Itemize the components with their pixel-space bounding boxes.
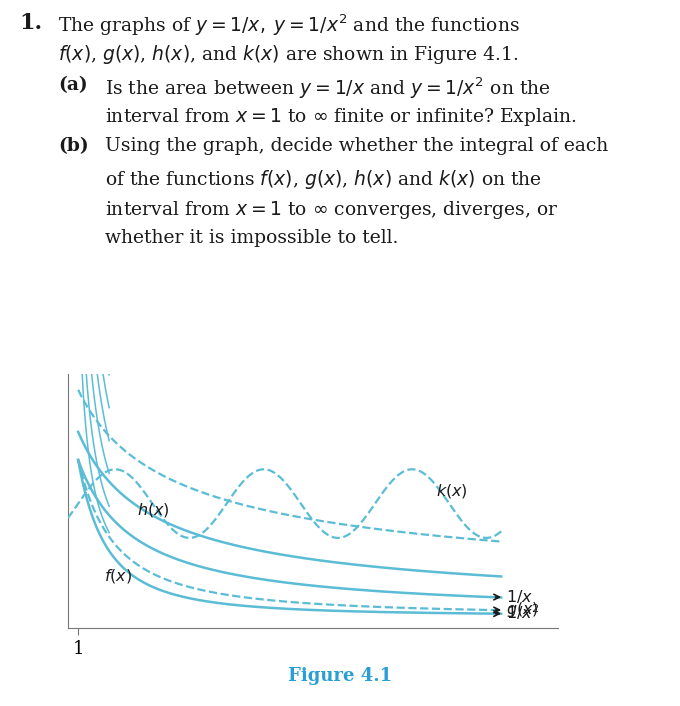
Text: $f(x)$, $g(x)$, $h(x)$, and $k(x)$ are shown in Figure 4.1.: $f(x)$, $g(x)$, $h(x)$, and $k(x)$ are s…: [58, 43, 518, 66]
Text: interval from $x = 1$ to $\infty$ converges, diverges, or: interval from $x = 1$ to $\infty$ conver…: [105, 198, 559, 220]
Text: The graphs of $y = 1/x,\; y = 1/x^2$ and the functions: The graphs of $y = 1/x,\; y = 1/x^2$ and…: [58, 12, 520, 38]
Text: Is the area between $y = 1/x$ and $y = 1/x^2$ on the: Is the area between $y = 1/x$ and $y = 1…: [105, 76, 551, 101]
Text: 1.: 1.: [19, 12, 42, 35]
Text: interval from $x = 1$ to $\infty$ finite or infinite? Explain.: interval from $x = 1$ to $\infty$ finite…: [105, 107, 577, 128]
Text: Figure 4.1: Figure 4.1: [288, 667, 392, 685]
Text: whether it is impossible to tell.: whether it is impossible to tell.: [105, 229, 398, 247]
Text: $1/x$: $1/x$: [506, 589, 533, 606]
Text: (b): (b): [58, 137, 88, 155]
Text: Using the graph, decide whether the integral of each: Using the graph, decide whether the inte…: [105, 137, 609, 155]
Text: of the functions $f(x)$, $g(x)$, $h(x)$ and $k(x)$ on the: of the functions $f(x)$, $g(x)$, $h(x)$ …: [105, 168, 543, 191]
Text: $k(x)$: $k(x)$: [437, 482, 469, 500]
Text: $g(x)$: $g(x)$: [506, 601, 539, 619]
Text: $1/x^2$: $1/x^2$: [506, 604, 539, 623]
Text: $h(x)$: $h(x)$: [137, 501, 170, 519]
Text: $f(x)$: $f(x)$: [103, 567, 132, 585]
Text: (a): (a): [58, 76, 88, 94]
